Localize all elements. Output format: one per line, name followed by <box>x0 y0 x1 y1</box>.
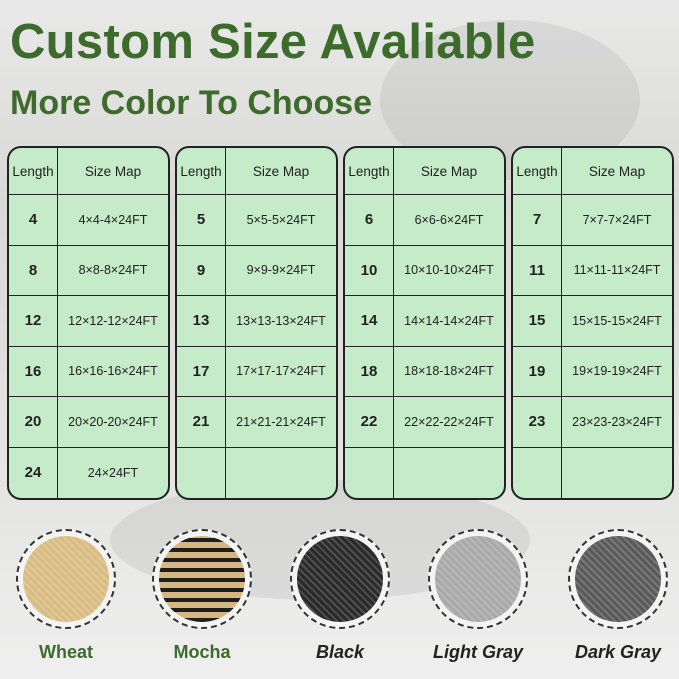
header-size-map: Size Map <box>394 148 504 195</box>
length-cell: 12 <box>9 296 58 347</box>
length-cell: 19 <box>513 346 562 397</box>
size-map-cell: 21×21-21×24FT <box>226 397 336 448</box>
size-map-cell: 4×4-4×24FT <box>58 195 168 246</box>
size-map-cell: 22×22-22×24FT <box>394 397 504 448</box>
size-table: Length Size Map 4 4×4-4×24FT 8 8×8-8×24FT 12 12… <box>7 146 170 500</box>
length-cell: 9 <box>177 245 226 296</box>
color-label: Wheat <box>39 642 93 662</box>
length-cell: 23 <box>513 397 562 448</box>
page-title: Custom Size Avaliable <box>10 15 536 69</box>
size-map-cell <box>562 448 672 499</box>
length-cell <box>513 447 562 498</box>
length-cell: 15 <box>513 296 562 347</box>
header-size-map: Size Map <box>562 148 672 195</box>
size-map-cell: 12×12-12×24FT <box>58 296 168 347</box>
length-cell: 17 <box>177 346 226 397</box>
swatch-texture <box>297 536 383 622</box>
size-table: Length Size Map 6 6×6-6×24FT 10 10×10-10×24FT… <box>343 146 506 500</box>
length-cell: 16 <box>9 346 58 397</box>
length-cell: 14 <box>345 296 394 347</box>
color-swatch-light-gray <box>428 529 528 629</box>
length-cell: 22 <box>345 397 394 448</box>
size-map-cell: 10×10-10×24FT <box>394 246 504 296</box>
length-cell: 20 <box>9 397 58 448</box>
size-map-cell: 24×24FT <box>87 465 139 480</box>
size-map-cell: 17×17-17×24FT <box>226 347 336 397</box>
size-map-cell: 5×5-5×24FT <box>226 195 336 246</box>
header-length: Length <box>177 148 226 195</box>
color-label: Black <box>315 642 365 662</box>
color-label: Mocha <box>173 642 231 662</box>
color-swatch-mocha <box>152 529 252 629</box>
length-cell: 11 <box>513 245 562 296</box>
length-cell: 10 <box>345 245 394 296</box>
size-map-cell: 23×23-23×24FT <box>562 397 672 448</box>
swatch-texture <box>575 536 661 622</box>
size-map-cell: 16×16-16×24FT <box>58 347 168 397</box>
header-length: Length <box>513 148 562 195</box>
color-swatch-wheat <box>16 529 116 629</box>
length-cell: 5 <box>177 195 226 246</box>
header-length: Length <box>9 148 58 195</box>
length-cell <box>177 447 226 498</box>
size-map-cell: 7×7-7×24FT <box>562 195 672 246</box>
swatch-texture <box>435 536 521 622</box>
header-size-map: Size Map <box>58 148 168 195</box>
size-map-cell <box>394 448 504 499</box>
length-cell: 18 <box>345 346 394 397</box>
length-cell: 6 <box>345 195 394 246</box>
size-map-cell: 8×8-8×24FT <box>58 246 168 296</box>
size-map-cell: 19×19-19×24FT <box>562 347 672 397</box>
swatch-texture <box>159 536 245 622</box>
size-map-cell: 20×20-20×24FT <box>58 397 168 448</box>
size-map-cell <box>226 448 336 499</box>
page-subtitle: More Color To Choose <box>10 84 373 122</box>
swatch-texture <box>23 536 109 622</box>
color-label: Dark Gray <box>574 642 662 662</box>
size-map-cell: 6×6-6×24FT <box>394 195 504 246</box>
color-swatch-dark-gray <box>568 529 668 629</box>
size-map-cell: 11×11-11×24FT <box>562 246 672 296</box>
length-cell: 8 <box>9 245 58 296</box>
size-table: Length Size Map 5 5×5-5×24FT 9 9×9-9×24FT 13 13… <box>175 146 338 500</box>
length-cell <box>345 447 394 498</box>
header-length: Length <box>345 148 394 195</box>
header-size-map: Size Map <box>226 148 336 195</box>
size-map-cell: 14×14-14×24FT <box>394 296 504 347</box>
color-label: Light Gray <box>432 642 523 662</box>
size-table: Length Size Map 7 7×7-7×24FT 11 11×11-11×24FT… <box>511 146 674 500</box>
length-cell: 21 <box>177 397 226 448</box>
size-map-cell: 13×13-13×24FT <box>226 296 336 347</box>
length-cell: 7 <box>513 195 562 246</box>
size-map-cell: 18×18-18×24FT <box>394 347 504 397</box>
length-cell: 13 <box>177 296 226 347</box>
length-cell: 24 <box>9 447 58 498</box>
size-map-cell: 15×15-15×24FT <box>562 296 672 347</box>
length-cell: 4 <box>9 195 58 246</box>
size-map-cell: 9×9-9×24FT <box>226 246 336 296</box>
color-swatch-black <box>290 529 390 629</box>
